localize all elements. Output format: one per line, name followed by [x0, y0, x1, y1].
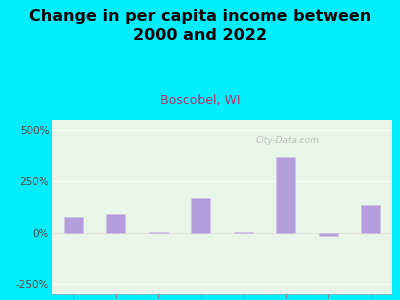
- Bar: [106, 214, 125, 232]
- Text: Change in per capita income between
2000 and 2022: Change in per capita income between 2000…: [29, 9, 371, 43]
- Bar: [319, 232, 338, 236]
- Bar: [361, 205, 380, 232]
- Bar: [234, 232, 253, 233]
- Text: City-Data.com: City-Data.com: [256, 136, 320, 146]
- Bar: [64, 217, 83, 232]
- Text: Boscobel, WI: Boscobel, WI: [160, 94, 240, 107]
- Bar: [191, 198, 210, 232]
- Bar: [276, 157, 295, 232]
